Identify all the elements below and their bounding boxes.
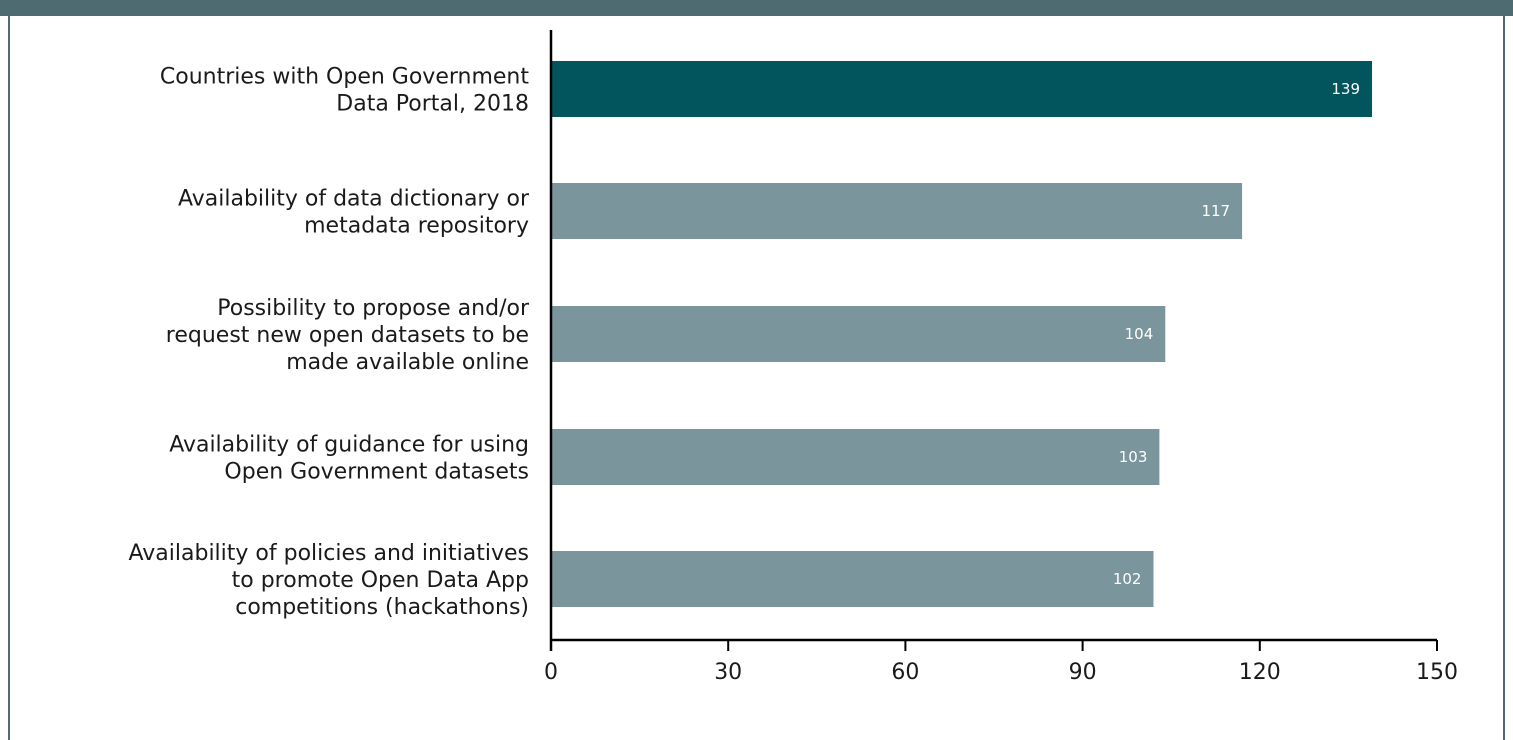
frame-right-border [1503,16,1505,740]
x-tick-label-0: 0 [544,660,558,685]
category-label-3-line-0: Availability of guidance for using [169,433,529,458]
bar-value-label-3: 103 [1119,448,1148,466]
bar-value-label-0: 139 [1331,80,1360,98]
category-label-2-line-2: made available online [286,350,529,375]
x-tick-label-2: 60 [891,660,919,685]
x-tick-label-5: 150 [1416,660,1458,685]
category-label-1-line-1: metadata repository [304,214,529,239]
category-label-1-line-0: Availability of data dictionary or [178,187,530,212]
bar-value-label-1: 117 [1201,202,1230,220]
bar-4 [551,551,1154,607]
x-tick-label-4: 120 [1239,660,1281,685]
category-label-3-line-1: Open Government datasets [224,460,529,485]
category-label-2-line-0: Possibility to propose and/or [217,296,530,321]
bar-2 [551,306,1166,362]
category-label-2-line-1: request new open datasets to be [166,323,529,348]
x-tick-label-3: 90 [1069,660,1097,685]
bar-0 [551,61,1373,117]
frame-left-border [8,16,10,740]
category-label-4-line-0: Availability of policies and initiatives [129,541,529,566]
category-label-0-line-0: Countries with Open Government [160,65,529,90]
bar-3 [551,429,1160,485]
bar-1 [551,183,1243,239]
x-axis: 0 30 60 90 120 150 [544,30,1458,685]
category-label-4-line-1: to promote Open Data App [232,568,529,593]
category-label-4-line-2: competitions (hackathons) [235,595,529,620]
bar-value-label-2: 104 [1125,325,1154,343]
bar-value-label-4: 102 [1113,570,1142,588]
category-label-0-line-1: Data Portal, 2018 [336,92,529,117]
x-tick-label-1: 30 [714,660,742,685]
bars-group: 139 117 104 103 102 [551,61,1373,607]
top-band [0,0,1513,16]
